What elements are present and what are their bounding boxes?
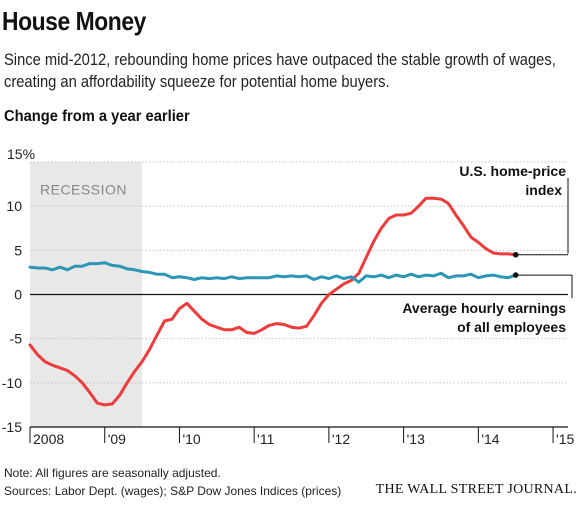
x-tick-label: '14	[481, 431, 499, 447]
home-price-annotation-line1: U.S. home-price	[459, 163, 566, 179]
earnings-line	[28, 261, 518, 284]
y-axis-title: Change from a year earlier	[4, 108, 190, 125]
y-tick-label: 0	[14, 287, 22, 303]
recession-label: RECESSION	[40, 182, 127, 198]
x-tick-label: '12	[332, 431, 350, 447]
x-tick-label: '15	[556, 431, 574, 447]
y-tick-label: 15%	[7, 146, 35, 162]
y-tick-label: -10	[2, 375, 22, 391]
y-tick-label: -5	[10, 331, 23, 347]
x-tick-label: '13	[407, 431, 425, 447]
home-price-line	[28, 196, 518, 407]
home-price-annotation-line2: index	[525, 182, 562, 198]
chart-subtitle: Since mid-2012, rebounding home prices h…	[4, 50, 556, 91]
chart-title: House Money	[2, 6, 146, 36]
home-price-end-marker	[512, 251, 519, 258]
publisher-logo: THE WALL STREET JOURNAL.	[375, 482, 577, 497]
x-tick-label: 2008	[33, 431, 64, 447]
x-tick-label: '11	[257, 431, 274, 447]
sources-note: Sources: Labor Dept. (wages); S&P Dow Jo…	[4, 484, 342, 498]
x-tick-label: '09	[108, 431, 126, 447]
y-tick-label: -15	[2, 419, 22, 435]
earnings-annotation-line2: of all employees	[457, 319, 566, 335]
y-tick-label: 10	[6, 198, 22, 214]
earnings-annotation-line1: Average hourly earnings	[402, 300, 566, 316]
y-tick-label: 5	[14, 242, 22, 258]
x-tick-label: '10	[182, 431, 200, 447]
footnote: Note: All figures are seasonally adjuste…	[4, 466, 221, 480]
